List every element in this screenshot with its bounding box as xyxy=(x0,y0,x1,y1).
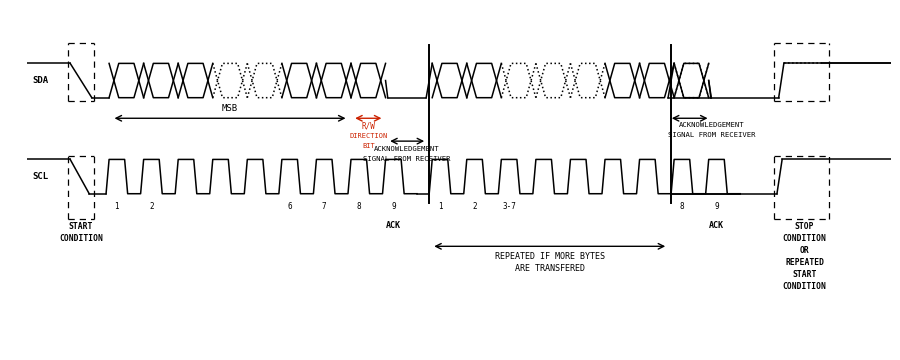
Text: START: START xyxy=(68,222,94,231)
Text: STOP: STOP xyxy=(795,222,815,231)
Text: 2: 2 xyxy=(149,202,154,211)
Text: 1: 1 xyxy=(437,202,442,211)
Text: SIGNAL FROM RECEIVER: SIGNAL FROM RECEIVER xyxy=(668,132,755,139)
Text: 9: 9 xyxy=(391,202,396,211)
Text: 7: 7 xyxy=(322,202,327,211)
Text: 8: 8 xyxy=(680,202,684,211)
Text: START: START xyxy=(792,270,817,279)
Text: SDA: SDA xyxy=(32,76,49,85)
Text: REPEATED IF MORE BYTES: REPEATED IF MORE BYTES xyxy=(495,252,605,261)
Text: R/W: R/W xyxy=(361,122,375,131)
Text: SCL: SCL xyxy=(32,172,49,181)
Text: REPEATED: REPEATED xyxy=(785,258,824,267)
Text: BIT: BIT xyxy=(362,143,374,149)
Text: MSB: MSB xyxy=(222,104,239,113)
Text: ACK: ACK xyxy=(709,221,724,230)
Text: 9: 9 xyxy=(715,202,719,211)
Text: SIGNAL FROM RECEIVER: SIGNAL FROM RECEIVER xyxy=(364,156,451,162)
Text: CONDITION: CONDITION xyxy=(783,234,826,243)
Text: ACKNOWLEDGEMENT: ACKNOWLEDGEMENT xyxy=(679,122,744,128)
Text: 6: 6 xyxy=(287,202,292,211)
Text: ACKNOWLEDGEMENT: ACKNOWLEDGEMENT xyxy=(374,146,440,152)
Text: ACK: ACK xyxy=(386,221,400,230)
Text: 3-7: 3-7 xyxy=(502,202,516,211)
Text: CONDITION: CONDITION xyxy=(783,282,826,291)
Text: 1: 1 xyxy=(114,202,119,211)
Text: ARE TRANSFERED: ARE TRANSFERED xyxy=(515,264,585,273)
Text: 2: 2 xyxy=(472,202,477,211)
Text: CONDITION: CONDITION xyxy=(59,234,103,243)
Text: OR: OR xyxy=(800,246,809,255)
Text: DIRECTION: DIRECTION xyxy=(349,133,387,139)
Text: 8: 8 xyxy=(356,202,361,211)
